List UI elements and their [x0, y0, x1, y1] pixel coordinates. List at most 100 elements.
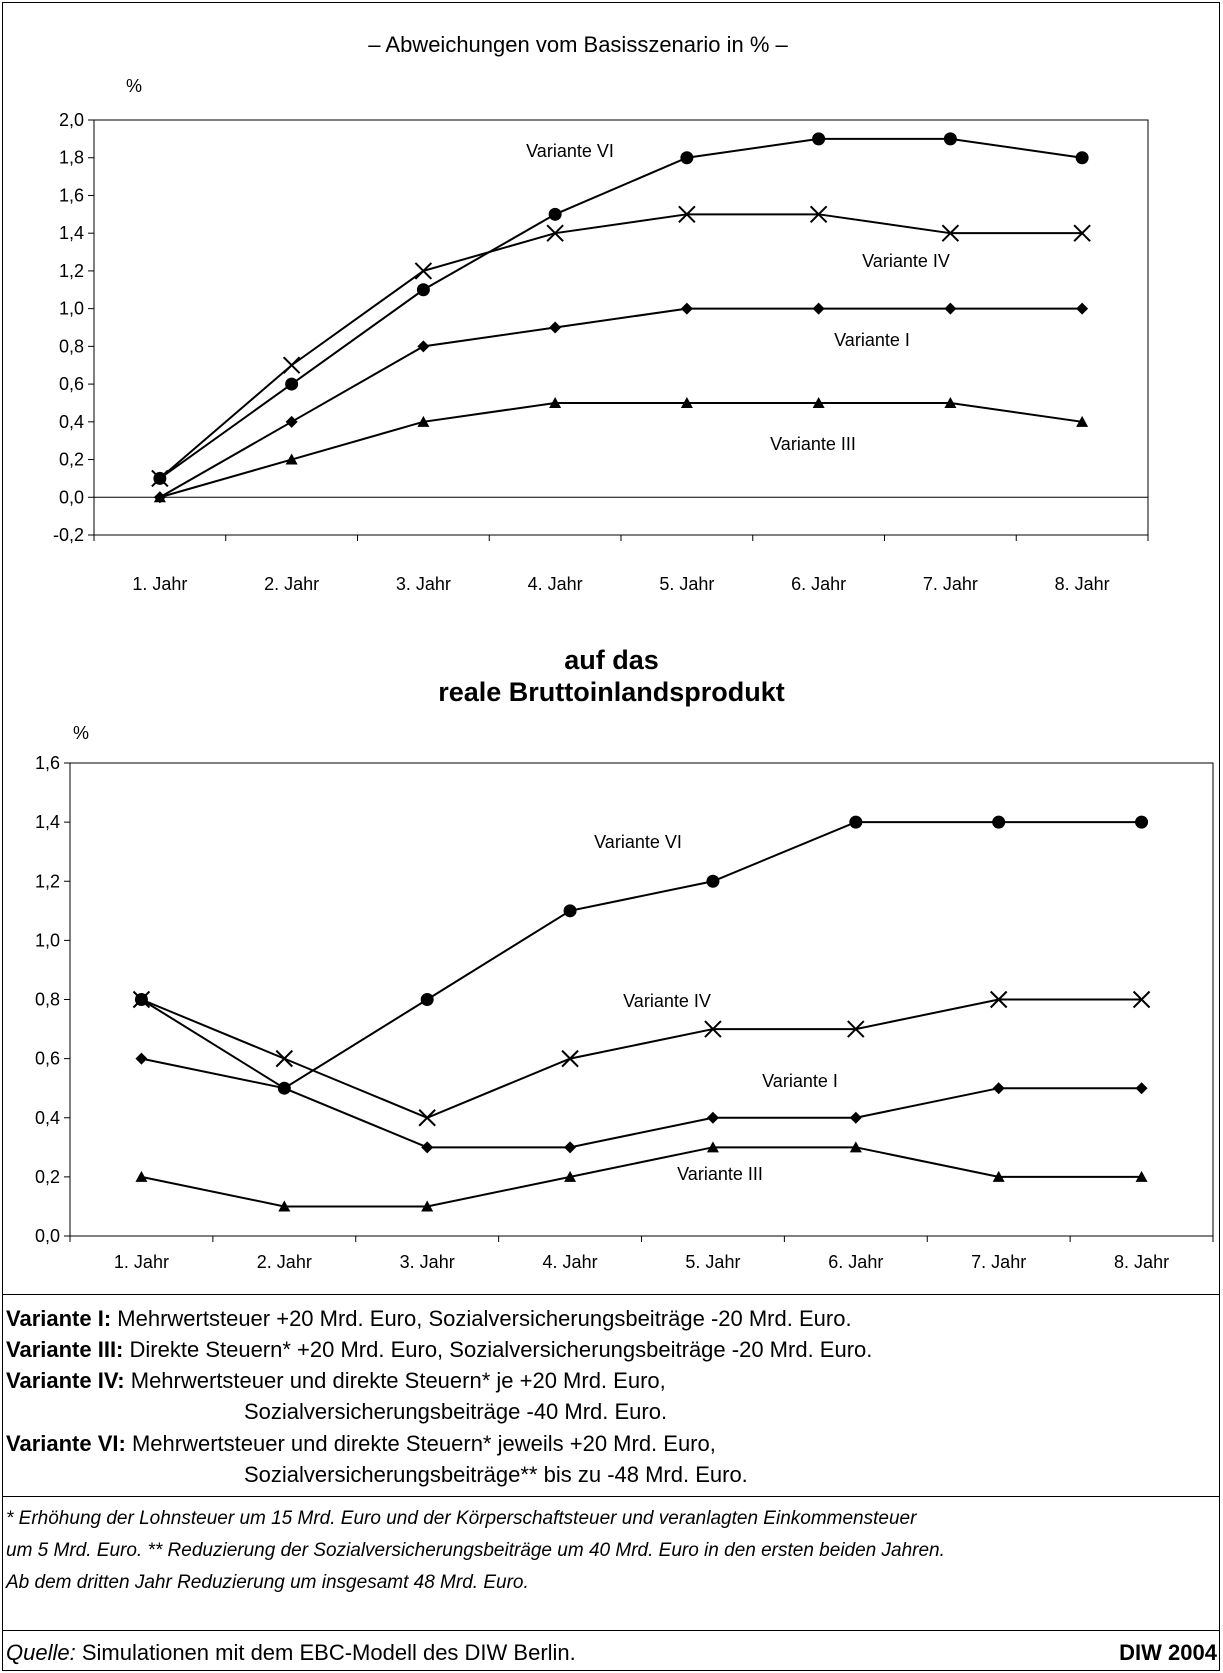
- chart2-variante-iv-point: [418, 1109, 436, 1127]
- legend-variant-6: Variante VI: Mehrwertsteuer und direkte …: [6, 1431, 716, 1457]
- chart2-y-tick-label: 1,4: [35, 812, 60, 832]
- chart1-variante-iv-point: [151, 469, 169, 488]
- chart2-variante-iii-point: [849, 1141, 862, 1153]
- chart-subtitle: – Abweichungen vom Basisszenario in % –: [368, 32, 788, 57]
- credit: DIW 2004: [1119, 1640, 1217, 1665]
- chart2-variante-i-point: [992, 1082, 1005, 1095]
- chart2-variante-iv-point: [132, 990, 151, 1009]
- footnote-line-1: * Erhöhung der Lohnsteuer um 15 Mrd. Eur…: [6, 1508, 917, 1529]
- chart2-variante-i-point: [1135, 1082, 1148, 1095]
- chart2-x-tick-label: 6. Jahr: [828, 1252, 883, 1272]
- chart-bottom: % 0,0 0,2 0,4 0,6 0,8 1,0 1,2 1,4 1,6 1. Jahr 2. Ja…: [35, 723, 1214, 1272]
- chart2-variante-iv-point: [704, 1020, 722, 1038]
- chart1-variante-iv-point: [414, 262, 433, 280]
- legend-variant-1-text: Mehrwertsteuer +20 Mrd. Euro, Sozialvers…: [117, 1306, 852, 1331]
- chart1-y-tick-label: 0,2: [59, 450, 84, 470]
- chart1-variante-iii-point: [1076, 415, 1089, 427]
- chart1-variante-i-label: Variante I: [834, 330, 910, 350]
- legend-variant-3: Variante III: Direkte Steuern* +20 Mrd. …: [6, 1337, 872, 1363]
- chart1-variante-i-point: [549, 321, 562, 334]
- chart2-variante-i-point: [706, 1111, 719, 1124]
- chart1-y-unit-label: %: [126, 76, 142, 96]
- chart2-y-tick-label: 0,4: [35, 1108, 60, 1128]
- chart1-variante-iii-point: [680, 396, 693, 408]
- chart2-variante-i-line: [141, 1057, 1142, 1149]
- legend-variant-1-name: Variante I:: [6, 1306, 112, 1331]
- chart2-variante-iv-point: [989, 990, 1008, 1009]
- chart2-variante-iii-point: [992, 1170, 1005, 1182]
- chart1-variante-iv-point: [678, 205, 696, 224]
- chart1-variante-i-point: [812, 302, 825, 315]
- chart2-variante-vi-point: [1135, 815, 1149, 829]
- chart1-plot-area: [93, 119, 1149, 536]
- chart2-variante-iv-point: [1132, 990, 1151, 1009]
- separator-middle: [2, 1496, 1220, 1497]
- legend-variant-1: Variante I: Mehrwertsteuer +20 Mrd. Euro…: [6, 1306, 852, 1332]
- legend-variant-3-name: Variante III:: [6, 1337, 124, 1362]
- chart1-variante-iv-point: [941, 224, 960, 242]
- chart1-variante-i-line: [159, 307, 1083, 499]
- chart1-variante-i-point: [1076, 302, 1089, 315]
- legend-variant-4-cont: Sozialversicherungsbeiträge -40 Mrd. Eur…: [244, 1399, 668, 1424]
- chart2-x-tick-label: 2. Jahr: [257, 1252, 312, 1272]
- chart2-y-tick-label: 0,6: [35, 1049, 60, 1069]
- chart1-variante-iii-label: Variante III: [770, 434, 856, 454]
- chart2-variante-iv-point: [847, 1020, 865, 1038]
- chart2-variante-iii-point: [135, 1170, 148, 1182]
- chart1-variante-vi-point: [680, 151, 694, 165]
- chart2-variante-i-label: Variante I: [762, 1071, 838, 1091]
- chart2-variante-iii-line: [141, 1146, 1142, 1208]
- chart1-variante-vi-point: [812, 132, 826, 146]
- chart1-variante-vi-label: Variante VI: [526, 141, 614, 161]
- chart1-y-tick-label: -0,2: [53, 525, 84, 545]
- chart2-variante-iii-point: [1135, 1170, 1148, 1182]
- chart1-x-tick-label: 1. Jahr: [132, 574, 187, 594]
- legend-variant-4-name: Variante IV:: [6, 1368, 125, 1393]
- source-note: Quelle: Simulationen mit dem EBC-Modell …: [6, 1640, 576, 1666]
- chart1-variante-vi-point: [943, 132, 957, 146]
- chart1-x-tick-label: 5. Jahr: [659, 574, 714, 594]
- chart1-x-tick-label: 2. Jahr: [264, 574, 319, 594]
- chart1-variante-vi-point: [285, 377, 299, 391]
- chart1-variante-iv-line: [159, 213, 1083, 480]
- chart1-variante-iii-point: [285, 453, 298, 465]
- chart2-variante-iv-point: [275, 1049, 294, 1068]
- chart2-variante-iv-point: [561, 1049, 579, 1068]
- chart2-variante-iii-point: [706, 1141, 719, 1153]
- legend-variant-4-text: Mehrwertsteuer und direkte Steuern* je +…: [130, 1368, 666, 1393]
- chart1-y-tick-label: 2,0: [59, 110, 84, 130]
- chart2-x-tick-label: 3. Jahr: [400, 1252, 455, 1272]
- chart1-variante-i-point: [417, 340, 430, 353]
- chart2-variante-iii-label: Variante III: [677, 1164, 763, 1184]
- chart2-y-unit-label: %: [73, 723, 89, 743]
- chart2-variante-iii-point: [564, 1170, 577, 1182]
- chart2-variante-i-point: [278, 1082, 291, 1095]
- chart1-x-tick-label: 8. Jahr: [1055, 574, 1110, 594]
- legend-variant-6-text: Mehrwertsteuer und direkte Steuern* jewe…: [131, 1431, 716, 1456]
- chart1-variante-iii-point: [944, 396, 957, 408]
- chart-top: – Abweichungen vom Basisszenario in % – …: [53, 32, 1149, 594]
- chart1-variante-iv-label: Variante IV: [862, 251, 950, 271]
- chart2-variante-iii-point: [421, 1200, 434, 1212]
- chart2-x-tick-label: 1. Jahr: [114, 1252, 169, 1272]
- chart2-variante-vi-point: [563, 904, 577, 918]
- separator-bottom: [2, 1630, 1220, 1631]
- chart1-variante-iii-point: [417, 415, 430, 427]
- chart1-variante-iii-point: [549, 396, 562, 408]
- chart2-x-tick-label: 4. Jahr: [543, 1252, 598, 1272]
- chart1-variante-iii-point: [153, 491, 166, 503]
- source-text: Simulationen mit dem EBC-Modell des DIW …: [75, 1640, 576, 1665]
- legend-variant-6-name: Variante VI:: [6, 1431, 126, 1456]
- chart1-variante-vi-line: [159, 137, 1083, 480]
- middle-title: auf das reale Bruttoinlandsprodukt: [0, 644, 1223, 708]
- middle-title-line-2: reale Bruttoinlandsprodukt: [438, 677, 785, 707]
- chart2-y-tick-label: 1,0: [35, 930, 60, 950]
- chart2-variante-i-point: [421, 1141, 434, 1154]
- chart1-variante-iv-point: [1073, 224, 1091, 242]
- chart2-y-tick-label: 1,6: [35, 753, 60, 773]
- chart1-x-tick-label: 4. Jahr: [528, 574, 583, 594]
- chart1-variante-i-point: [944, 302, 957, 315]
- chart2-variante-i-point: [135, 1052, 148, 1065]
- chart2-x-tick-label: 8. Jahr: [1114, 1252, 1169, 1272]
